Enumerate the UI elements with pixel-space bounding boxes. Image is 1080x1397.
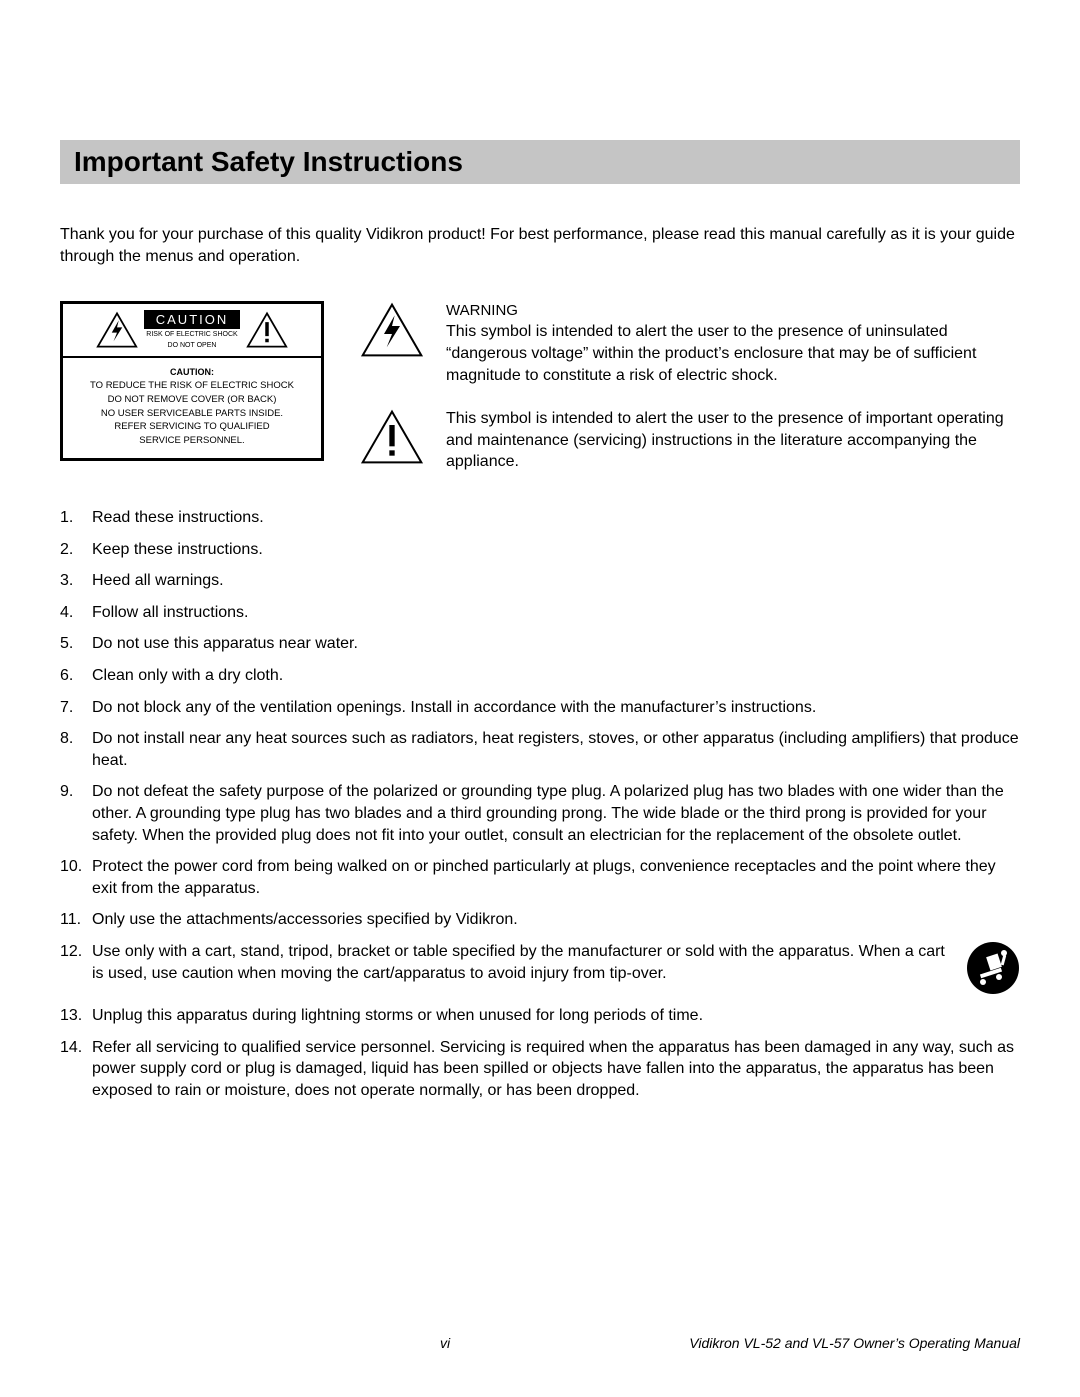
list-item-text: Unplug this apparatus during lightning s… xyxy=(92,1007,703,1024)
page-number: vi xyxy=(440,1335,450,1351)
caution-sub2: DO NOT OPEN xyxy=(144,342,241,350)
list-item: Refer all servicing to qualified service… xyxy=(60,1037,1020,1102)
caution-box: CAUTION RISK OF ELECTRIC SHOCK DO NOT OP… xyxy=(60,301,324,461)
list-item: Only use the attachments/accessories spe… xyxy=(60,909,1020,931)
list-item-text: Read these instructions. xyxy=(92,509,264,526)
section-title: Important Safety Instructions xyxy=(74,146,1006,178)
list-item-text: Follow all instructions. xyxy=(92,604,249,621)
list-item-text: Protect the power cord from being walked… xyxy=(92,858,996,897)
caution-bottom-head: CAUTION: xyxy=(67,366,317,379)
notice-text: This symbol is intended to alert the use… xyxy=(446,410,1004,470)
intro-paragraph: Thank you for your purchase of this qual… xyxy=(60,224,1020,267)
cart-tip-over-icon xyxy=(966,941,1020,995)
list-item-text: Do not install near any heat sources suc… xyxy=(92,730,1019,769)
caution-label-block: CAUTION RISK OF ELECTRIC SHOCK DO NOT OP… xyxy=(144,310,241,350)
list-item-text: Clean only with a dry cloth. xyxy=(92,667,283,684)
list-item: Do not block any of the ventilation open… xyxy=(60,697,1020,719)
list-item-text: Do not defeat the safety purpose of the … xyxy=(92,783,1004,843)
caution-box-bottom: CAUTION: TO REDUCE THE RISK OF ELECTRIC … xyxy=(63,358,321,458)
manual-title: Vidikron VL-52 and VL-57 Owner’s Operati… xyxy=(689,1335,1020,1351)
list-item: Do not use this apparatus near water. xyxy=(60,633,1020,655)
list-item-text: Keep these instructions. xyxy=(92,541,263,558)
caution-sub1: RISK OF ELECTRIC SHOCK xyxy=(144,331,241,339)
lightning-triangle-icon xyxy=(360,301,424,359)
caution-bottom-line: SERVICE PERSONNEL. xyxy=(67,434,317,448)
safety-list: Read these instructions. Keep these inst… xyxy=(60,507,1020,1101)
warning-text-block: WARNING This symbol is intended to alert… xyxy=(446,301,1020,386)
notice-text-block: This symbol is intended to alert the use… xyxy=(446,408,1020,473)
warning-head: WARNING xyxy=(446,301,1020,321)
list-item: Keep these instructions. xyxy=(60,539,1020,561)
list-item-text: Heed all warnings. xyxy=(92,572,224,589)
list-item-text: Do not block any of the ventilation open… xyxy=(92,699,816,716)
caution-box-top: CAUTION RISK OF ELECTRIC SHOCK DO NOT OP… xyxy=(63,304,321,358)
list-item: Unplug this apparatus during lightning s… xyxy=(60,1005,1020,1027)
list-item: Read these instructions. xyxy=(60,507,1020,529)
list-item: Protect the power cord from being walked… xyxy=(60,856,1020,899)
list-item-text: Refer all servicing to qualified service… xyxy=(92,1039,1014,1099)
exclamation-triangle-icon xyxy=(360,408,424,466)
list-item: Do not defeat the safety purpose of the … xyxy=(60,781,1020,846)
page-footer: vi Vidikron VL-52 and VL-57 Owner’s Oper… xyxy=(60,1335,1020,1351)
list-item: Clean only with a dry cloth. xyxy=(60,665,1020,687)
list-item-text: Do not use this apparatus near water. xyxy=(92,635,358,652)
list-item: Do not install near any heat sources suc… xyxy=(60,728,1020,771)
notice-symbol-row: This symbol is intended to alert the use… xyxy=(360,408,1020,473)
list-item-text: Use only with a cart, stand, tripod, bra… xyxy=(92,941,948,984)
caution-bottom-line: NO USER SERVICEABLE PARTS INSIDE. xyxy=(67,407,317,421)
list-item-text: Only use the attachments/accessories spe… xyxy=(92,911,518,928)
caution-bottom-line: DO NOT REMOVE COVER (OR BACK) xyxy=(67,393,317,407)
list-item: Use only with a cart, stand, tripod, bra… xyxy=(60,941,1020,995)
exclamation-triangle-icon xyxy=(246,311,288,349)
list-item: Follow all instructions. xyxy=(60,602,1020,624)
list-item: Heed all warnings. xyxy=(60,570,1020,592)
section-title-bar: Important Safety Instructions xyxy=(60,140,1020,184)
caution-bottom-line: TO REDUCE THE RISK OF ELECTRIC SHOCK xyxy=(67,379,317,393)
lightning-triangle-icon xyxy=(96,311,138,349)
caution-bottom-line: REFER SERVICING TO QUALIFIED xyxy=(67,420,317,434)
warning-text: This symbol is intended to alert the use… xyxy=(446,323,976,383)
warning-row: CAUTION RISK OF ELECTRIC SHOCK DO NOT OP… xyxy=(60,301,1020,473)
symbol-column: WARNING This symbol is intended to alert… xyxy=(360,301,1020,473)
warning-symbol-row: WARNING This symbol is intended to alert… xyxy=(360,301,1020,386)
caution-label: CAUTION xyxy=(144,310,241,329)
